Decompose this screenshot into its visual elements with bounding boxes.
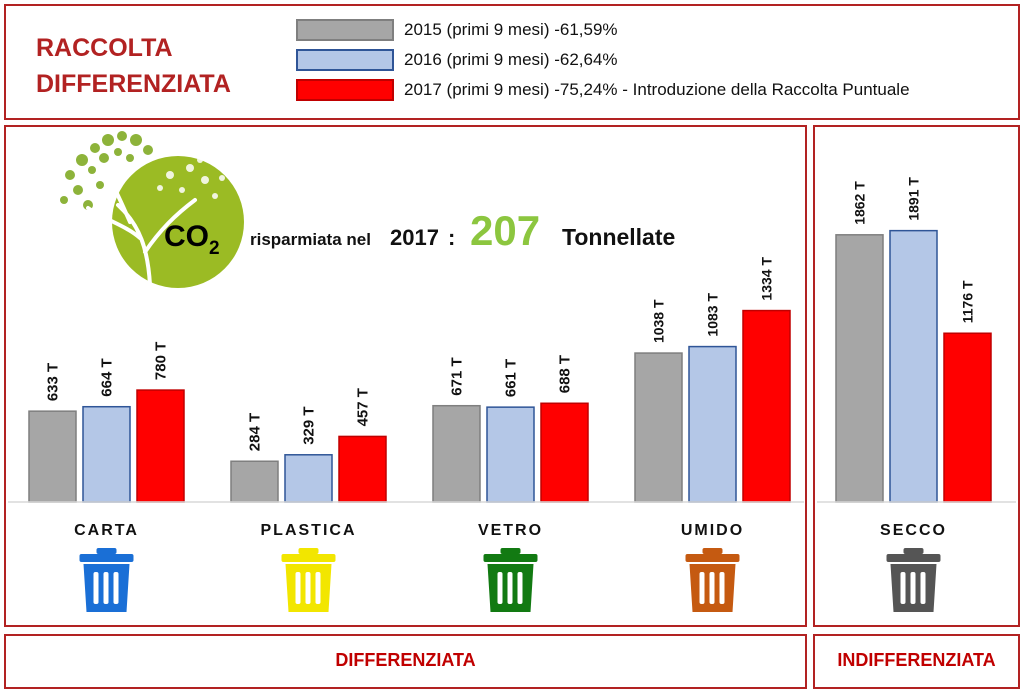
trash-bin-stripe [900,572,906,604]
data-label-umido-0: 1038 T [651,299,667,343]
data-label-umido-1: 1083 T [705,293,721,337]
legend-item-2015: 2015 (primi 9 mesi) -61,59% [296,18,618,42]
bar-secco-0 [835,234,884,503]
data-label-secco-2: 1176 T [960,280,976,323]
category-label-umido: UMIDO [681,522,744,539]
bar-plastica-1 [284,454,333,503]
trash-bin-stripe [709,572,715,604]
trash-bin-stripe [93,572,99,604]
bar-carta-2 [136,389,185,503]
tree-foliage [60,131,153,210]
trash-bin-stripe [103,572,109,604]
trash-bin-handle [702,548,723,554]
bar-carta-1 [82,405,131,503]
legend-swatch-2016 [296,49,394,71]
trash-bin-stripe [719,572,725,604]
trash-bin-stripe [910,572,916,604]
data-label-plastica-1: 329 T [301,406,318,444]
footer-differenziata: DIFFERENZIATA [4,634,807,689]
trash-bin-lid [886,554,941,562]
trash-bin-handle [500,548,521,554]
trash-bin-stripe [920,572,926,604]
data-label-plastica-2: 457 T [355,388,372,426]
bars-layer: 633 T 664 T 780 T CARTA 284 T 329 T 457 T PLAST… [28,177,992,612]
trash-bin-umido-icon [685,548,740,612]
legend-label-2015: 2015 (primi 9 mesi) -61,59% [404,20,618,39]
bar-vetro-0 [432,404,481,503]
category-label-plastica: PLASTICA [261,522,357,539]
legend-item-2016: 2016 (primi 9 mesi) -62,64% [296,48,618,72]
tree-logo [60,131,244,288]
data-label-vetro-2: 688 T [557,355,574,393]
data-label-vetro-0: 671 T [449,357,466,395]
trash-bin-stripe [507,572,513,604]
data-label-carta-0: 633 T [45,363,62,401]
bar-umido-0 [634,352,683,503]
co2-value: 207 [470,207,540,254]
trash-bin-lid [281,554,336,562]
bar-umido-1 [688,345,737,503]
trash-bin-stripe [113,572,119,604]
co2-unit: Tonnellate [562,224,675,250]
data-label-umido-2: 1334 T [759,257,775,301]
bar-umido-2 [742,309,791,503]
trash-bin-stripe [699,572,705,604]
data-label-secco-1: 1891 T [906,177,922,221]
trash-bin-stripe [517,572,523,604]
tree-trunk [86,163,197,287]
trash-bin-stripe [305,572,311,604]
category-label-secco: SECCO [880,522,947,539]
footer-label-indifferenziata: INDIFFERENZIATA [837,650,996,670]
page-title: RACCOLTA DIFFERENZIATA [36,30,231,102]
trash-bin-lid [483,554,538,562]
trash-bin-vetro-icon [483,548,538,612]
co2-year: 2017 [390,225,439,250]
bar-carta-0 [28,410,77,503]
category-label-vetro: VETRO [478,522,543,539]
data-label-plastica-0: 284 T [247,413,264,451]
header-panel: RACCOLTA DIFFERENZIATA 2015 (primi 9 mes… [4,4,1020,120]
trash-bin-handle [298,548,319,554]
footer-indifferenziata: INDIFFERENZIATA [813,634,1020,689]
bar-secco-2 [943,332,992,503]
trash-bin-lid [685,554,740,562]
data-label-carta-1: 664 T [99,358,116,396]
bar-plastica-0 [230,460,279,503]
co2-caption: risparmiata nel [250,230,371,249]
trash-bin-handle [903,548,924,554]
trash-bin-handle [96,548,117,554]
legend-item-2017: 2017 (primi 9 mesi) -75,24% - Introduzio… [296,78,910,102]
data-label-secco-0: 1862 T [852,181,868,225]
tree-foliage-light [157,157,225,199]
trash-bin-stripe [497,572,503,604]
trash-bin-stripe [315,572,321,604]
co2-colon: : [448,225,455,250]
title-line-2: DIFFERENZIATA [36,70,231,98]
bar-plastica-2 [338,435,387,503]
trash-bin-stripe [295,572,301,604]
legend-swatch-2015 [296,19,394,41]
data-label-vetro-1: 661 T [503,359,520,397]
data-label-carta-2: 780 T [153,342,170,380]
bar-vetro-2 [540,402,589,503]
trash-bin-carta-icon [79,548,134,612]
bar-secco-1 [889,229,938,503]
trash-bin-lid [79,554,134,562]
category-label-carta: CARTA [74,522,139,539]
legend-swatch-2017 [296,79,394,101]
legend-label-2017: 2017 (primi 9 mesi) -75,24% - Introduzio… [404,80,910,99]
footer-label-differenziata: DIFFERENZIATA [335,650,476,670]
co2-symbol: CO2 [164,220,220,259]
legend-label-2016: 2016 (primi 9 mesi) -62,64% [404,50,618,69]
trash-bin-secco-icon [886,548,941,612]
bar-vetro-1 [486,406,535,503]
title-line-1: RACCOLTA [36,34,173,62]
trash-bin-plastica-icon [281,548,336,612]
